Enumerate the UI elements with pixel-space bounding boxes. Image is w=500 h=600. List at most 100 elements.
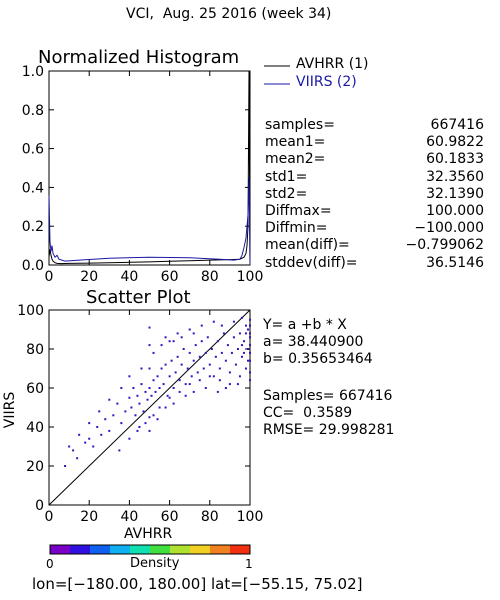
histogram-x-tick-label: 0 [45,269,54,285]
histogram-y-tick-label: 0.2 [22,219,44,235]
scatter-xlabel: AVHRR [124,526,173,542]
scatter-point [198,379,201,382]
scatter-point [108,429,111,432]
scatter-point [192,390,195,393]
stat-label: Diffmin= [265,220,328,237]
scatter-point [176,355,179,358]
scatter-point [212,375,215,378]
scatter-point [172,402,175,405]
scatter-y-tick-label: 40 [26,420,44,436]
scatter-point [98,410,101,413]
scatter-point [249,336,251,339]
scatter-point [246,359,249,362]
stat-label: mean1= [265,134,326,151]
scatter-x-tick-label: 20 [80,509,98,525]
scatter-point [148,326,151,329]
chart-header-title: VCI, Aug. 25 2016 (week 34) [126,6,332,22]
stat-label: stddev(diff)= [265,254,358,271]
scatter-point [188,351,191,354]
footer-coordinates: lon=[−180.00, 180.00] lat=[−55.15, 75.02… [32,575,363,593]
scatter-point [162,383,165,386]
scatter-point [148,387,151,389]
legend-label-avhrr: AVHRR (1) [296,56,369,72]
scatter-point [244,332,247,335]
density-colorbar [49,544,251,555]
scatter-point [206,336,209,339]
scatter-point [156,375,159,378]
scatter-point [100,433,103,436]
scatter-point [194,344,197,347]
scatter-point [112,414,115,417]
stat-value: 32.1390 [426,185,484,202]
scatter-point [164,406,167,409]
scatter-point [120,422,123,425]
stat-value: 60.9822 [426,134,484,151]
scatter-point [204,351,207,354]
scatter-y-tick-label: 100 [17,303,44,319]
histogram-x-tick-label: 80 [201,269,219,285]
scatter-point [152,379,155,382]
scatter-point [142,410,145,413]
scatter-point [200,340,203,343]
scatter-point [204,387,207,389]
scatter-point [188,383,191,386]
histogram-y-tick-label: 1.0 [22,64,44,80]
scatter-x-tick-label: 60 [161,509,179,525]
stat-value: 60.1833 [426,151,484,168]
colorbar-segment [170,545,191,554]
scatter-point [224,387,227,389]
scatter-point [72,449,75,452]
scatter-point [198,355,201,358]
scatter-point [242,340,245,343]
scatter-point [212,320,215,323]
stat-value: 667416 [430,117,484,133]
colorbar-frame [49,544,251,555]
colorbar-segment [210,545,231,554]
colorbar-segment [110,545,131,554]
scatter-point [84,441,87,444]
scatter-point [182,348,185,350]
stat-label: mean2= [265,151,326,168]
histogram-y-tick-label: 0.4 [22,180,44,196]
colorbar-segment [190,545,211,554]
scatter-point [232,336,235,339]
scatter-point [186,367,189,370]
scatter-point [234,363,237,366]
scatter-point [134,414,137,417]
stat-label: mean(diff)= [265,237,350,254]
scatter-point [249,371,251,374]
scatter-point [170,359,173,362]
scatter-point [208,363,211,366]
colorbar-min-label: 0 [46,557,54,571]
histogram-title: Normalized Histogram [38,47,240,68]
scatter-point [136,394,139,397]
scatter-point [249,344,251,347]
scatter-point [236,348,239,350]
scatter-point [78,433,81,436]
scatter-point [192,359,195,362]
scatter-point [158,387,161,389]
scatter-point [208,375,211,378]
scatter-point [244,324,247,327]
scatter-point [128,396,131,399]
histogram-frame [48,70,251,266]
stat-label: samples= [265,117,335,133]
scatter-point [132,387,135,389]
scatter-point [246,328,249,331]
scatter-point [92,445,95,448]
scatter-point [190,375,193,378]
one-to-one-line [48,309,251,506]
scatter-y-tick-label: 80 [26,342,44,358]
scatter-point [88,422,91,425]
scatter-point [144,390,147,393]
scatter-point [220,351,223,354]
scatter-point [96,426,99,428]
scatter-point [152,351,155,354]
scatter-point [220,324,223,327]
scatter-x-tick-label: 0 [45,509,54,525]
scatter-point [249,359,251,362]
stat-value: 100.000 [426,203,484,219]
stat-label: std1= [265,168,308,185]
scatter-point [166,394,169,397]
